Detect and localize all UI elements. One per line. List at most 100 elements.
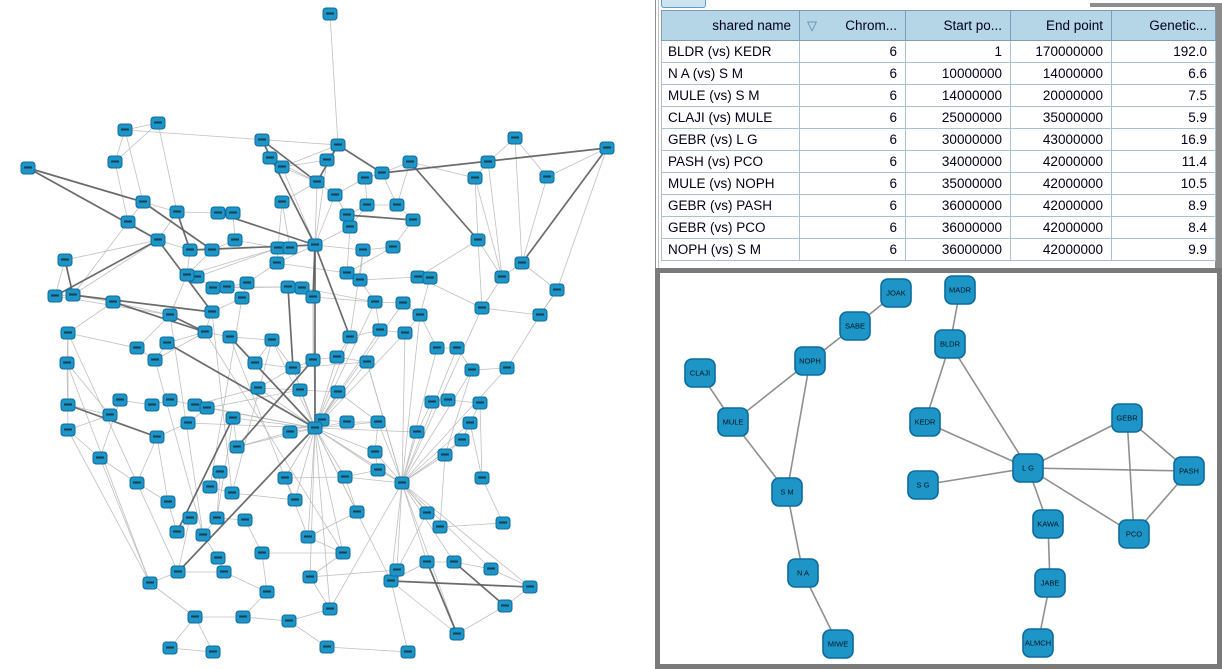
network-node[interactable] xyxy=(385,240,401,254)
table-cell[interactable]: 5.9 xyxy=(1111,106,1216,129)
network-node-GEBR[interactable]: GEBR xyxy=(1111,403,1143,433)
network-node[interactable] xyxy=(234,291,250,305)
network-edge[interactable] xyxy=(1027,467,1190,472)
table-cell[interactable]: 36000000 xyxy=(905,238,1011,261)
network-node[interactable] xyxy=(294,281,310,295)
network-node[interactable] xyxy=(274,195,290,209)
network-node[interactable] xyxy=(120,215,136,229)
network-node[interactable] xyxy=(254,546,270,560)
network-node[interactable] xyxy=(107,155,123,169)
network-node[interactable] xyxy=(370,415,386,429)
network-node[interactable] xyxy=(467,171,483,185)
table-cell[interactable]: 6 xyxy=(799,128,906,151)
network-node[interactable] xyxy=(307,421,323,435)
network-node[interactable] xyxy=(205,281,221,295)
network-node[interactable] xyxy=(389,198,405,212)
network-node[interactable] xyxy=(129,476,145,490)
table-cell[interactable]: 10.5 xyxy=(1111,172,1216,195)
network-node[interactable] xyxy=(514,256,530,270)
network-node[interactable] xyxy=(494,270,510,284)
network-edge[interactable] xyxy=(922,467,1029,486)
network-node[interactable] xyxy=(322,602,338,616)
network-node[interactable] xyxy=(349,505,365,519)
network-node[interactable] xyxy=(339,208,355,222)
network-node[interactable] xyxy=(342,330,358,344)
network-node[interactable] xyxy=(250,381,266,395)
network-node[interactable] xyxy=(462,416,478,430)
table-cell[interactable]: 170000000 xyxy=(1010,40,1112,63)
network-node[interactable] xyxy=(180,416,196,430)
network-node[interactable] xyxy=(142,576,158,590)
column-header-genetic[interactable]: Genetic... xyxy=(1111,10,1216,41)
network-node[interactable] xyxy=(285,361,301,375)
network-node[interactable] xyxy=(195,528,211,542)
table-cell[interactable]: MULE (vs) NOPH xyxy=(661,172,800,195)
table-cell[interactable]: 42000000 xyxy=(1010,216,1112,239)
network-node[interactable] xyxy=(117,123,133,137)
network-node[interactable] xyxy=(372,323,388,337)
network-node[interactable] xyxy=(549,283,565,297)
network-node[interactable] xyxy=(480,155,496,169)
network-node[interactable] xyxy=(483,562,499,576)
network-node-JOAK[interactable]: JOAK xyxy=(880,278,912,308)
network-node[interactable] xyxy=(281,614,297,628)
network-node[interactable] xyxy=(419,506,435,520)
network-node[interactable] xyxy=(170,565,186,579)
table-cell[interactable]: 6 xyxy=(799,106,906,129)
network-node[interactable] xyxy=(292,383,308,397)
network-node[interactable] xyxy=(302,570,318,584)
network-node[interactable] xyxy=(247,356,263,370)
network-node[interactable] xyxy=(402,155,418,169)
table-cell[interactable]: PASH (vs) PCO xyxy=(661,150,800,173)
network-node[interactable] xyxy=(254,133,270,147)
table-cell[interactable]: N A (vs) S M xyxy=(661,62,800,85)
network-node[interactable] xyxy=(162,308,178,322)
network-node[interactable] xyxy=(359,355,375,369)
network-node[interactable] xyxy=(239,276,255,290)
table-row[interactable]: NOPH (vs) S M 6 36000000 42000000 9.9 xyxy=(661,238,1216,261)
network-node[interactable] xyxy=(282,241,298,255)
table-cell[interactable]: 14000000 xyxy=(905,84,1011,107)
network-edge[interactable] xyxy=(924,421,1029,469)
network-node[interactable] xyxy=(259,585,275,599)
network-node[interactable] xyxy=(394,476,410,490)
table-cell[interactable]: GEBR (vs) L G xyxy=(661,128,800,151)
network-edge[interactable] xyxy=(786,360,811,493)
network-node[interactable] xyxy=(470,233,486,247)
table-row[interactable]: MULE (vs) S M 6 14000000 20000000 7.5 xyxy=(661,84,1216,107)
table-cell[interactable]: 6 xyxy=(799,150,906,173)
network-node[interactable] xyxy=(429,341,445,355)
table-cell[interactable]: 10000000 xyxy=(905,62,1011,85)
network-node[interactable] xyxy=(357,171,373,185)
network-node[interactable] xyxy=(309,175,325,189)
network-node-KAWA[interactable]: KAWA xyxy=(1032,509,1064,539)
network-node[interactable] xyxy=(327,188,343,202)
table-cell[interactable]: 35000000 xyxy=(905,172,1011,195)
network-node[interactable] xyxy=(169,525,185,539)
network-node[interactable] xyxy=(102,408,118,422)
network-node[interactable] xyxy=(319,640,335,654)
network-node-ALMCH[interactable]: ALMCH xyxy=(1022,628,1054,658)
network-node-KEDR[interactable]: KEDR xyxy=(909,407,941,437)
network-node[interactable] xyxy=(60,398,76,412)
network-node[interactable] xyxy=(367,295,383,309)
network-node[interactable] xyxy=(474,471,490,485)
network-node[interactable] xyxy=(342,220,358,234)
network-node[interactable] xyxy=(224,486,240,500)
network-node-MADR[interactable]: MADR xyxy=(944,275,976,305)
table-cell[interactable]: 6.6 xyxy=(1111,62,1216,85)
column-header-end-point[interactable]: End point xyxy=(1010,10,1112,41)
network-node[interactable] xyxy=(187,610,203,624)
column-header-chromosome[interactable]: ▽ Chrom... xyxy=(799,10,906,41)
network-edge[interactable] xyxy=(1027,467,1135,535)
main-network-canvas[interactable] xyxy=(0,0,652,669)
network-node[interactable] xyxy=(237,513,253,527)
table-row[interactable]: GEBR (vs) PCO 6 36000000 42000000 8.4 xyxy=(661,216,1216,239)
table-cell[interactable]: 20000000 xyxy=(1010,84,1112,107)
network-node-CLAJI[interactable]: CLAJI xyxy=(684,358,716,388)
network-node[interactable] xyxy=(319,153,335,167)
table-cell[interactable]: 30000000 xyxy=(905,128,1011,151)
network-node[interactable] xyxy=(454,433,470,447)
network-node[interactable] xyxy=(330,138,346,152)
network-node[interactable] xyxy=(202,480,218,494)
